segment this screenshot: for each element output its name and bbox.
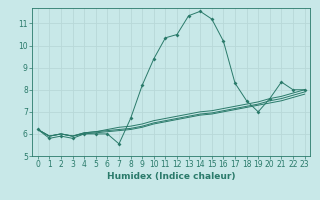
X-axis label: Humidex (Indice chaleur): Humidex (Indice chaleur): [107, 172, 236, 181]
